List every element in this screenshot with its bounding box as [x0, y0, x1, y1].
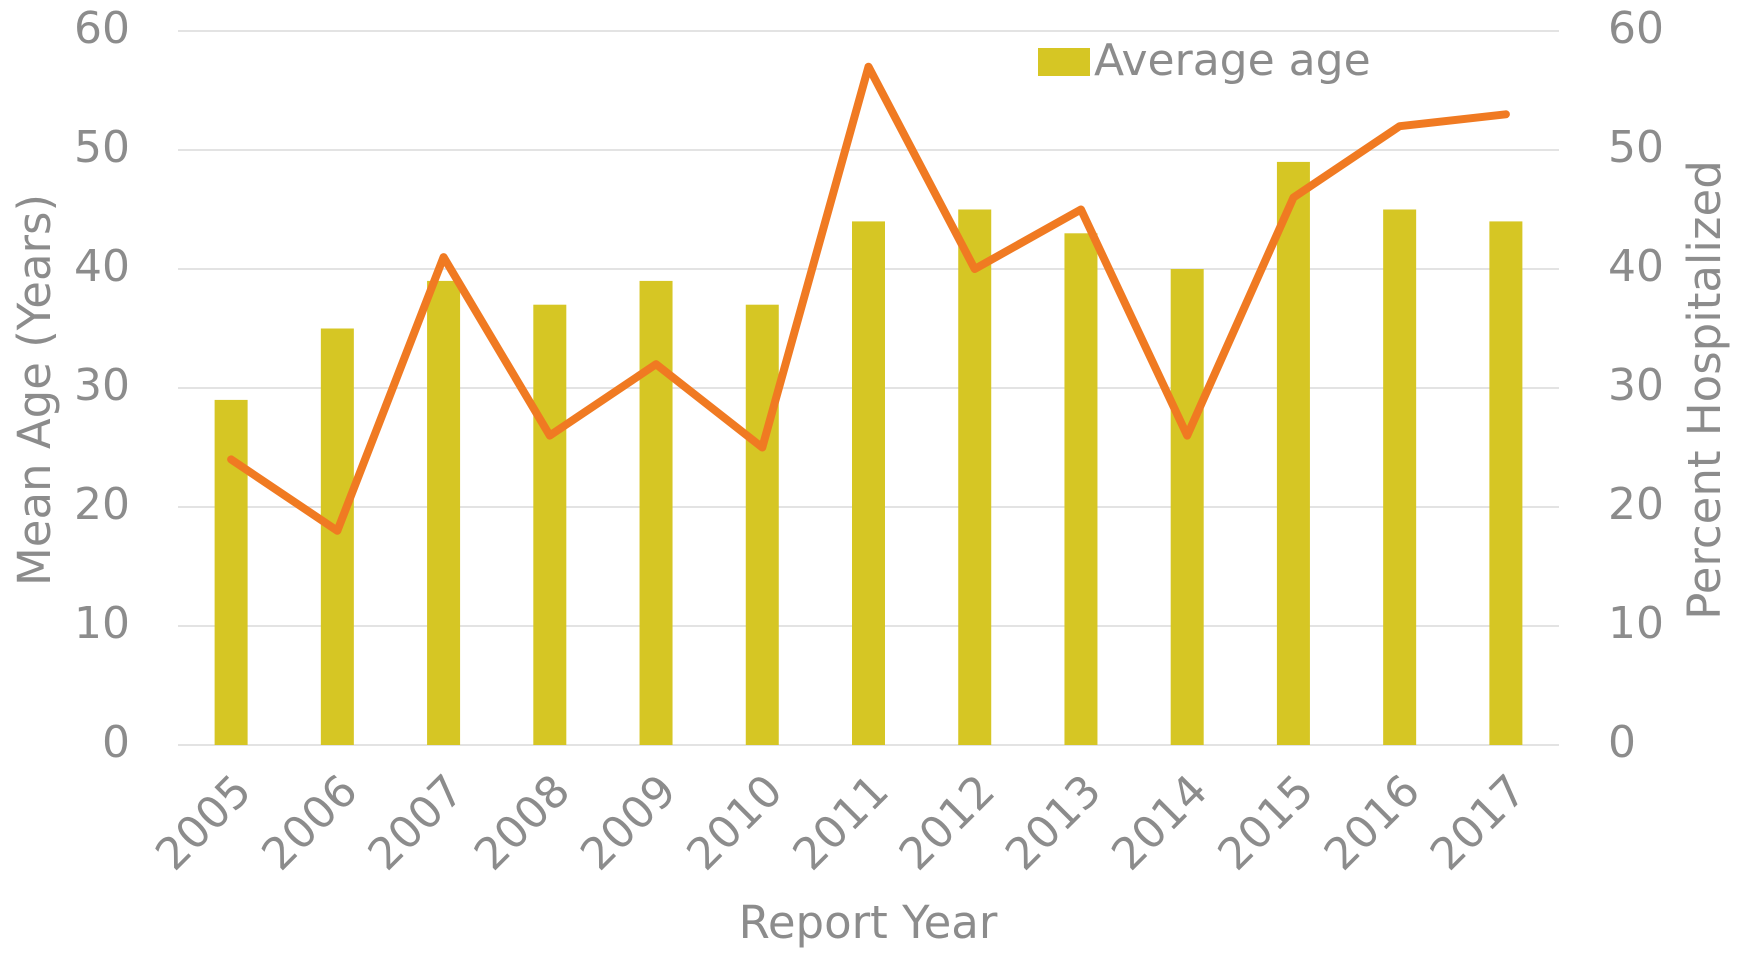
x-tick-label: 2008: [465, 765, 580, 880]
x-tick-label: 2010: [677, 765, 792, 880]
y-tick-label: 30: [74, 360, 130, 411]
x-tick-label: 2015: [1208, 765, 1323, 880]
bar: [533, 304, 567, 745]
line: [227, 62, 1510, 535]
x-axis-title: Report Year: [739, 896, 998, 949]
y2-axis-title: Percent Hospitalized: [1678, 160, 1731, 620]
y2-tick-label: 40: [1608, 241, 1664, 292]
bar: [745, 304, 779, 745]
y2-tick-label: 30: [1608, 360, 1664, 411]
x-tick-label: 2011: [784, 765, 899, 880]
y2-tick-label: 0: [1608, 717, 1636, 768]
y2-tick-label: 20: [1608, 479, 1664, 530]
x-tick-label: 2006: [252, 765, 367, 880]
bar: [320, 328, 354, 745]
bar: [1064, 233, 1098, 746]
y-tick-label: 40: [74, 241, 130, 292]
bar: [1383, 209, 1417, 745]
y-tick-label: 10: [74, 598, 130, 649]
x-tick-label: 2014: [1102, 765, 1217, 880]
bar: [852, 221, 885, 745]
bar: [639, 280, 673, 745]
y-axis-title: Mean Age (Years): [8, 194, 61, 586]
x-tick-label: 2009: [571, 765, 686, 880]
bar: [958, 209, 992, 745]
y-tick-label: 0: [102, 717, 130, 768]
legend-label: Average age: [1094, 35, 1371, 86]
x-tick-label: 2013: [996, 765, 1111, 880]
x-tick-label: 2016: [1315, 765, 1430, 880]
y2-tick-label: 10: [1608, 598, 1664, 649]
legend-swatch: [1038, 48, 1090, 76]
bar: [1276, 161, 1310, 745]
bar: [1170, 269, 1204, 745]
y2-tick-label: 50: [1608, 122, 1664, 173]
x-tick-label: 2005: [146, 765, 261, 880]
x-tick-label: 2007: [359, 765, 474, 880]
bar: [427, 280, 461, 745]
x-tick-label: 2012: [890, 765, 1005, 880]
y-tick-label: 50: [74, 122, 130, 173]
y2-tick-label: 60: [1608, 3, 1664, 54]
y-tick-label: 60: [74, 3, 130, 54]
x-tick-label: 2017: [1421, 765, 1536, 880]
y-tick-label: 20: [74, 479, 130, 530]
bar: [214, 399, 248, 745]
bar: [1489, 221, 1523, 745]
